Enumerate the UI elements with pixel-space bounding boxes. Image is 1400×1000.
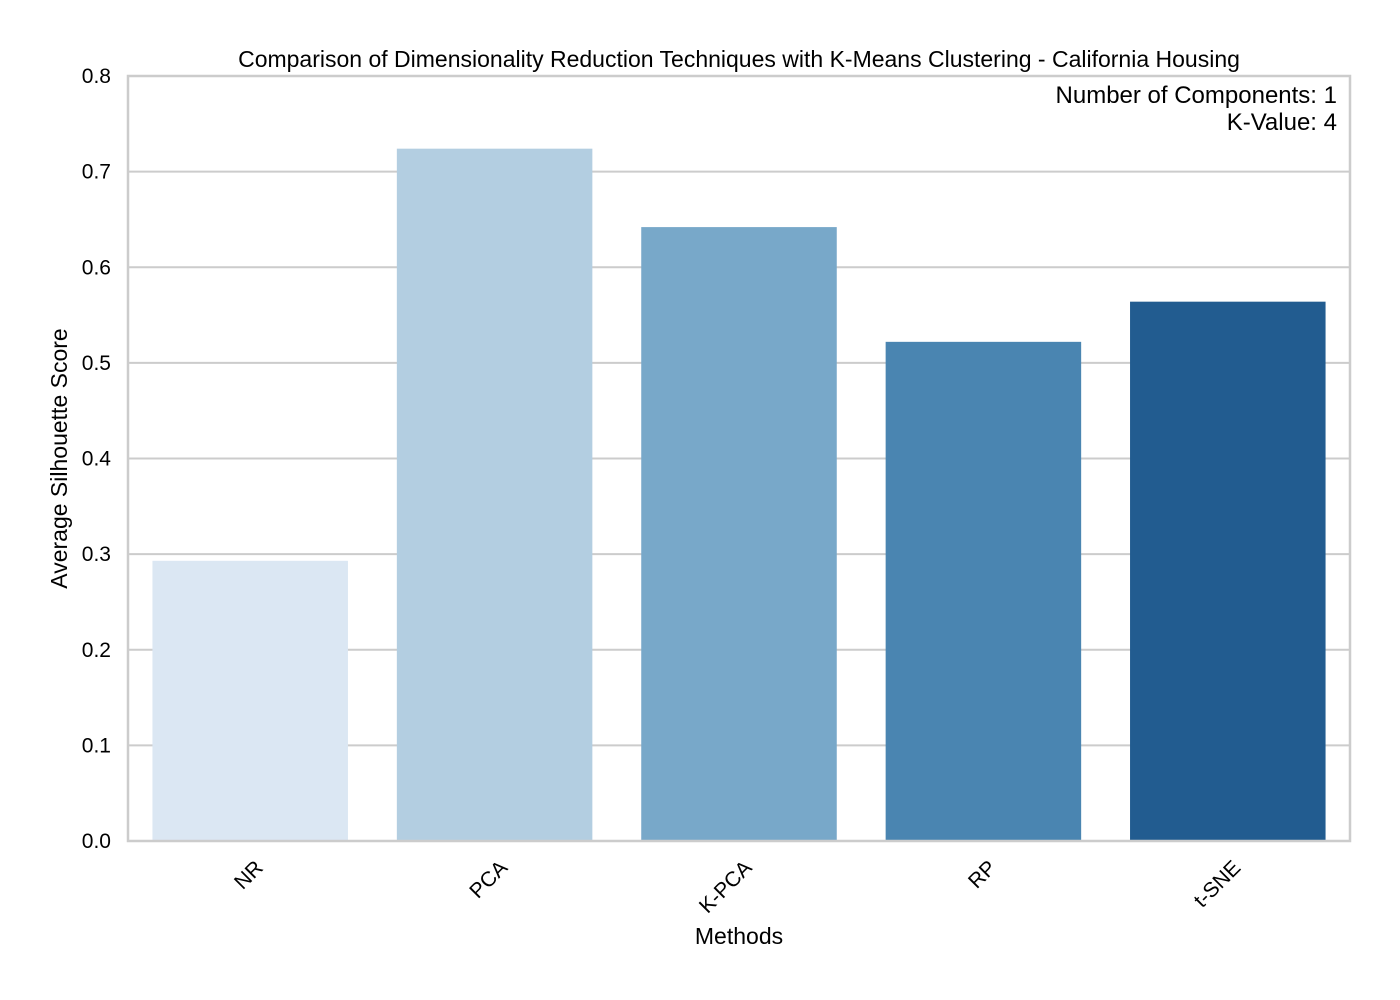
- y-axis-title: Average Silhouette Score: [46, 328, 72, 588]
- y-tick-label: 0.6: [82, 256, 111, 279]
- annotation-line: K-Value: 4: [1227, 109, 1337, 136]
- chart-title: Comparison of Dimensionality Reduction T…: [238, 46, 1240, 72]
- y-tick-label: 0.1: [82, 734, 111, 757]
- bars: [152, 148, 1326, 842]
- y-tick-labels: 0.0 0.1 0.2 0.3 0.4 0.5 0.6 0.7 0.8: [82, 65, 112, 853]
- x-tick-label: RP: [964, 856, 1001, 893]
- annotation-box: Number of Components: 1K-Value: 4: [1056, 82, 1337, 136]
- y-tick-label: 0.7: [82, 161, 111, 184]
- y-tick-label: 0.8: [82, 65, 111, 88]
- x-tick-label: t-SNE: [1189, 856, 1245, 912]
- y-tick-label: 0.2: [82, 639, 111, 662]
- bar-t-sne: [1130, 301, 1326, 841]
- bar-nr: [152, 560, 348, 841]
- plot-frame: [126, 74, 1352, 843]
- bar-rp: [885, 341, 1082, 841]
- y-tick-label: 0.3: [82, 543, 111, 566]
- y-tick-label: 0.4: [82, 448, 112, 471]
- annotation-line: Number of Components: 1: [1056, 82, 1337, 109]
- y-tick-label: 0.5: [82, 352, 111, 375]
- x-tick-label: PCA: [465, 856, 512, 903]
- y-tick-label: 0.0: [82, 830, 111, 853]
- x-tick-label: K-PCA: [695, 856, 757, 918]
- x-tick-label: NR: [230, 856, 268, 894]
- bar-k-pca: [641, 227, 837, 841]
- x-tick-labels: NR PCA K-PCA RP t-SNE: [230, 856, 1245, 918]
- bar-pca: [396, 148, 593, 842]
- x-axis-title: Methods: [695, 923, 783, 949]
